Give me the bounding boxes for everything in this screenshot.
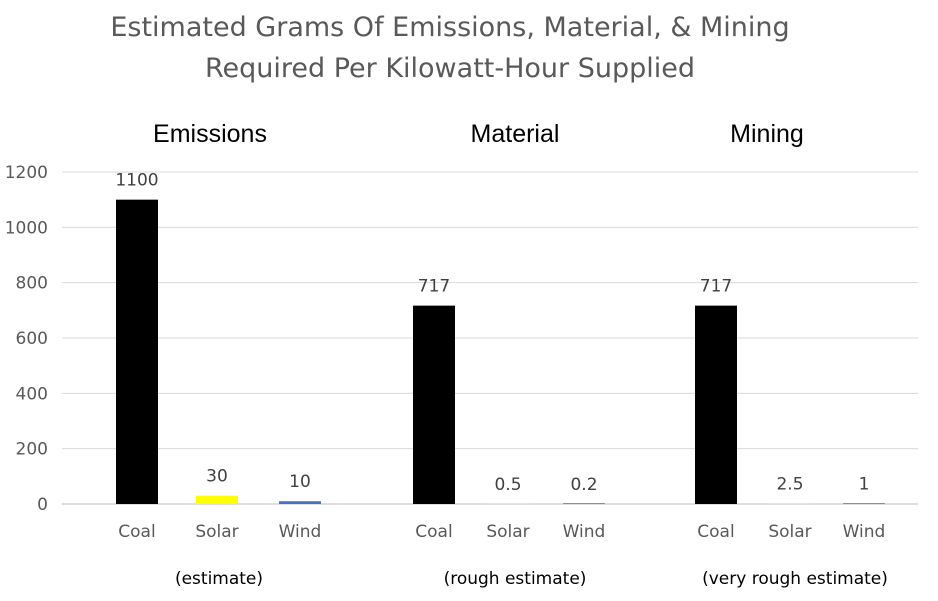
category-label: Solar <box>195 522 238 542</box>
bar-emissions-solar <box>196 495 238 504</box>
data-label: 717 <box>700 277 732 297</box>
category-label: Wind <box>279 522 322 542</box>
bar-mining-coal <box>695 305 737 504</box>
y-tick-label: 400 <box>16 384 48 404</box>
group-note: (estimate) <box>175 569 263 589</box>
data-label: 717 <box>418 277 450 297</box>
y-tick-label: 0 <box>37 495 48 515</box>
y-tick-label: 600 <box>16 329 48 349</box>
data-label: 1100 <box>115 171 158 191</box>
chart-title: Estimated Grams Of Emissions, Material, … <box>110 12 789 43</box>
y-axis: 0 200 400 600 800 1000 1200 <box>5 163 48 515</box>
category-label: Wind <box>843 522 886 542</box>
group-title: Mining <box>730 120 804 148</box>
category-label: Coal <box>415 522 452 542</box>
y-tick-label: 200 <box>16 440 48 460</box>
data-label: 10 <box>289 472 311 492</box>
data-label: 30 <box>206 467 228 487</box>
group-note: (rough estimate) <box>444 569 587 589</box>
bars <box>116 199 885 504</box>
bar-material-solar <box>487 503 529 504</box>
data-label: 0.2 <box>570 475 597 495</box>
bar-material-wind <box>563 503 605 504</box>
y-tick-label: 800 <box>16 274 48 294</box>
category-label: Wind <box>563 522 606 542</box>
y-tick-label: 1200 <box>5 163 48 183</box>
category-label: Coal <box>697 522 734 542</box>
labels: Emissions (estimate) 1100 Coal 30 Solar 10 Wind… <box>115 120 888 589</box>
gridlines <box>62 171 918 505</box>
bar-mining-wind <box>843 503 885 504</box>
group-title: Emissions <box>153 120 267 148</box>
category-label: Solar <box>486 522 529 542</box>
bar-material-coal <box>413 305 455 504</box>
data-label: 1 <box>859 475 870 495</box>
category-label: Solar <box>768 522 811 542</box>
group-title: Material <box>471 120 560 148</box>
bar-emissions-coal <box>116 199 158 504</box>
bar-mining-solar <box>769 503 811 504</box>
category-label: Coal <box>118 522 155 542</box>
chart-subtitle: Required Per Kilowatt-Hour Supplied <box>205 53 695 84</box>
data-label: 2.5 <box>776 474 803 494</box>
bar-emissions-wind <box>279 501 321 504</box>
y-tick-label: 1000 <box>5 218 48 238</box>
data-label: 0.5 <box>494 475 521 495</box>
group-note: (very rough estimate) <box>702 569 888 589</box>
